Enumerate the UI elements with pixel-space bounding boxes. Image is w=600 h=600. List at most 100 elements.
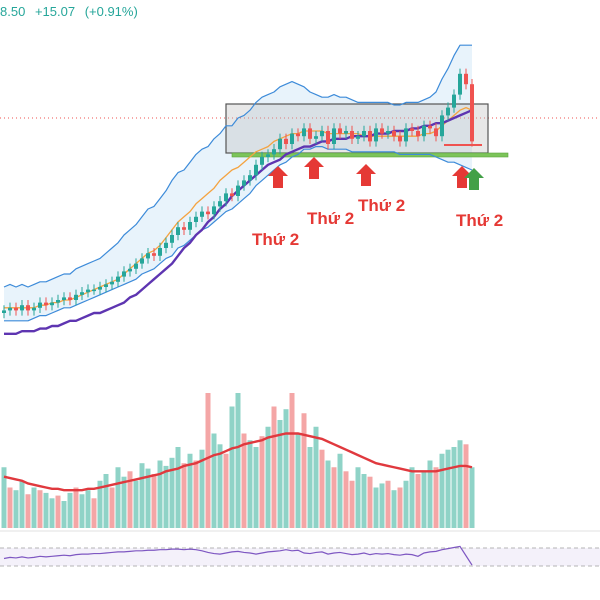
candle-body — [68, 297, 72, 300]
volume-bar — [259, 436, 265, 528]
candle-body — [302, 128, 306, 137]
candle-body — [110, 281, 114, 285]
candle — [446, 102, 450, 121]
candle-body — [212, 206, 216, 215]
candle-body — [266, 154, 270, 157]
candle-body — [446, 107, 450, 116]
volume-bar — [193, 460, 199, 528]
candle — [272, 144, 276, 160]
candle-body — [344, 131, 348, 134]
candle-body — [98, 287, 102, 290]
candle — [248, 170, 252, 186]
candle — [188, 216, 192, 235]
candle — [362, 125, 366, 142]
candle-body — [38, 302, 42, 308]
candle — [464, 68, 468, 90]
candle-body — [272, 149, 276, 155]
volume-bar — [91, 498, 97, 528]
volume-bar — [205, 393, 211, 528]
volume-bar — [337, 453, 343, 528]
candle — [278, 133, 282, 155]
annotation-label: Thứ 2 — [358, 196, 405, 215]
candle-body — [284, 138, 288, 144]
volume-bar — [271, 406, 277, 528]
candle — [224, 188, 228, 207]
candle — [158, 242, 162, 261]
volume-bar — [223, 453, 229, 528]
up-arrow-green — [464, 168, 484, 190]
candle — [380, 123, 384, 139]
candle — [326, 125, 330, 150]
candle — [254, 159, 258, 181]
candle-body — [290, 133, 294, 144]
candle-body — [362, 131, 366, 137]
volume-ma-line — [3, 432, 473, 492]
candle — [206, 206, 210, 220]
candle-body — [254, 164, 258, 176]
candle-body — [140, 258, 144, 264]
candle-body — [386, 131, 390, 134]
candle — [332, 123, 336, 150]
volume-bar — [427, 460, 433, 528]
candle-body — [122, 271, 126, 277]
volume-bar — [217, 444, 223, 528]
annotation-label: Thứ 2 — [252, 230, 299, 249]
candle-body — [320, 131, 324, 137]
volume-bar — [325, 460, 331, 528]
volume-bar — [31, 487, 37, 528]
candle-body — [410, 128, 414, 131]
candle-body — [182, 227, 186, 230]
candle-body — [92, 289, 96, 292]
candle-body — [116, 276, 120, 282]
volume-bar — [391, 490, 397, 528]
candlesticks — [2, 68, 474, 319]
candle-body — [338, 128, 342, 134]
candle-body — [416, 131, 420, 137]
up-arrow-red — [304, 157, 324, 179]
candle — [416, 125, 420, 142]
candle — [116, 271, 120, 287]
candle-body — [314, 136, 318, 139]
volume-bar — [103, 474, 109, 528]
candle — [86, 284, 90, 298]
candle-body — [86, 289, 90, 293]
candle-body — [278, 138, 282, 150]
candle — [170, 229, 174, 248]
volume-bar — [331, 467, 337, 528]
volume-bar — [97, 480, 103, 528]
volume-bar — [199, 449, 205, 528]
candle — [176, 222, 180, 241]
volume-bar — [61, 501, 67, 528]
rsi-panel — [0, 530, 600, 567]
volume-bar — [67, 492, 73, 528]
volume-bar — [403, 480, 409, 528]
up-arrow-red — [268, 166, 288, 188]
candle-body — [230, 193, 234, 196]
candle — [458, 68, 462, 100]
candle — [290, 128, 294, 150]
candle-body — [50, 302, 54, 306]
volume-bar — [187, 453, 193, 528]
candle-body — [44, 302, 48, 306]
candle — [434, 123, 438, 142]
candle-body — [158, 248, 162, 256]
volume-bar — [253, 447, 259, 528]
candle-body — [32, 307, 36, 311]
price-change-percent: (+0.91%) — [84, 4, 138, 19]
volume-bar — [181, 463, 187, 528]
candle — [236, 180, 240, 202]
candle — [134, 258, 138, 274]
candle-body — [428, 125, 432, 129]
candle — [50, 297, 54, 311]
volume-bar — [385, 480, 391, 528]
volume-bar — [133, 480, 139, 528]
up-arrow-red — [356, 164, 376, 186]
volume-bar — [145, 468, 151, 528]
candle — [308, 123, 312, 144]
candle-body — [74, 294, 78, 300]
volume-bar — [19, 480, 25, 528]
candle-body — [224, 193, 228, 202]
volume-bar — [151, 474, 157, 528]
candle — [410, 123, 414, 137]
